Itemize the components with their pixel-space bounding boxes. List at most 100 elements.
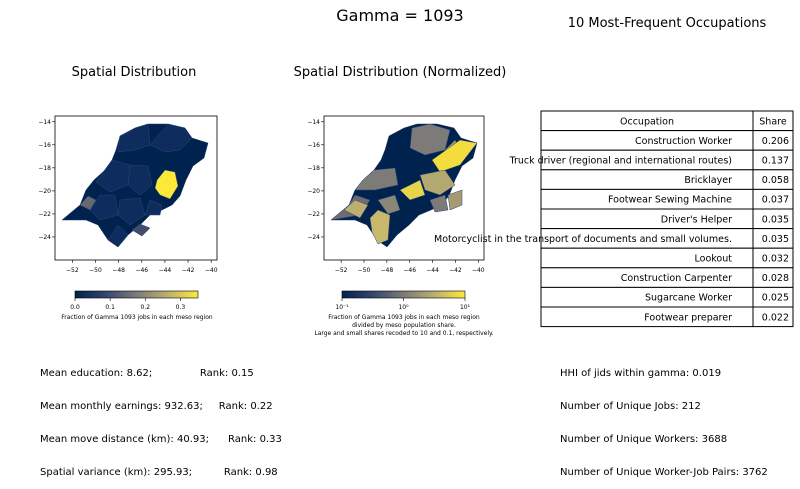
right-map-frame bbox=[323, 115, 485, 261]
stats-left: Mean education: 8.62; Rank: 0.15 Mean mo… bbox=[40, 346, 282, 489]
y-tick-label: −24 bbox=[307, 234, 320, 241]
x-tick-label: −40 bbox=[205, 267, 218, 274]
table-occupation-label: Sugarcane Worker bbox=[645, 293, 732, 304]
y-tick-label: −20 bbox=[38, 188, 51, 195]
left-map-title: Spatial Distribution bbox=[71, 65, 197, 80]
left-map-plot: −52 −50 −48 −46 −44 −42 −40 −14 −16 −18 −20 −22 −24… bbox=[38, 115, 218, 321]
table-occupation-label: Bricklayer bbox=[684, 175, 732, 186]
colorbar-tick-label: 10¹ bbox=[460, 304, 471, 311]
x-tick-label: −42 bbox=[182, 267, 195, 274]
region-highlight bbox=[154, 169, 179, 200]
x-tick-label: −50 bbox=[89, 267, 102, 274]
table-occupation-label: Construction Worker bbox=[635, 136, 732, 147]
stat-spatial-variance: Spatial variance (km): 295.93; Rank: 0.9… bbox=[40, 467, 278, 478]
region-grey-4 bbox=[377, 194, 401, 215]
x-tick-label: −46 bbox=[403, 267, 416, 274]
region-tan-4 bbox=[419, 169, 456, 196]
right-colorbar-label-1: Fraction of Gamma 1093 jobs in each meso… bbox=[328, 314, 480, 321]
left-map-regions bbox=[61, 123, 209, 248]
x-tick-label: −48 bbox=[112, 267, 125, 274]
table-share-value: 0.058 bbox=[762, 175, 789, 186]
y-tick-label: −22 bbox=[307, 211, 320, 218]
region-yellow-1 bbox=[431, 139, 478, 173]
stats-right: HHI of jids within gamma: 0.019 Number o… bbox=[560, 346, 768, 489]
y-tick-label: −20 bbox=[307, 188, 320, 195]
right-map-title: Spatial Distribution (Normalized) bbox=[293, 65, 507, 80]
table-header-occupation: Occupation bbox=[620, 116, 674, 127]
left-map-x-ticks: −52 −50 −48 −46 −44 −42 −40 bbox=[66, 260, 218, 274]
region-5 bbox=[89, 194, 119, 221]
x-tick-label: −40 bbox=[472, 267, 485, 274]
x-tick-label: −44 bbox=[426, 267, 439, 274]
y-tick-label: −18 bbox=[38, 165, 51, 172]
region-8 bbox=[107, 224, 129, 248]
stat-hhi: HHI of jids within gamma: 0.019 bbox=[560, 368, 722, 379]
colorbar-tick-label: 10⁰ bbox=[398, 304, 409, 311]
left-map-frame bbox=[54, 115, 218, 261]
occupation-table: Occupation Share Construction Worker 0.206 T… bbox=[434, 110, 794, 328]
table-share-value: 0.206 bbox=[762, 136, 789, 147]
right-map-x-ticks: −52 −50 −48 −46 −44 −42 −40 bbox=[335, 260, 485, 274]
right-map-regions bbox=[330, 123, 478, 248]
region-tan-3 bbox=[369, 209, 391, 245]
y-tick-label: −18 bbox=[307, 165, 320, 172]
table-cell bbox=[752, 306, 794, 328]
table-share-value: 0.035 bbox=[762, 234, 789, 245]
region-grey bbox=[79, 195, 97, 211]
y-tick-label: −22 bbox=[38, 211, 51, 218]
table-occupation-label: Footwear preparer bbox=[644, 312, 732, 323]
right-map-y-ticks: −14 −16 −18 −20 −22 −24 bbox=[307, 119, 324, 241]
table-share-value: 0.025 bbox=[762, 293, 789, 304]
colorbar-tick-label: 0.0 bbox=[70, 304, 80, 311]
table-occupation-label: Motorcyclist in the transport of documen… bbox=[434, 234, 732, 245]
table-share-value: 0.032 bbox=[762, 254, 789, 265]
left-colorbar-ticks: 0.0 0.1 0.2 0.3 bbox=[70, 298, 185, 311]
region-tan-5 bbox=[447, 189, 463, 211]
region-2 bbox=[149, 123, 193, 153]
colorbar-tick-label: 0.2 bbox=[141, 304, 151, 311]
y-tick-label: −14 bbox=[307, 119, 320, 126]
y-tick-label: −14 bbox=[38, 119, 51, 126]
y-tick-label: −24 bbox=[38, 234, 51, 241]
figure-title: Gamma = 1093 bbox=[336, 6, 464, 25]
region-6 bbox=[117, 197, 146, 226]
x-tick-label: −44 bbox=[159, 267, 172, 274]
table-share-value: 0.022 bbox=[762, 312, 789, 323]
x-tick-label: −46 bbox=[135, 267, 148, 274]
table-share-value: 0.037 bbox=[762, 195, 789, 206]
region-tan-2 bbox=[343, 199, 369, 219]
table-title: 10 Most-Frequent Occupations bbox=[567, 16, 767, 31]
left-colorbar bbox=[74, 290, 199, 299]
x-tick-label: −52 bbox=[66, 267, 79, 274]
right-colorbar-label-2: divided by meso population share. bbox=[352, 322, 456, 329]
table-occupation-label: Truck driver (regional and international… bbox=[509, 156, 732, 167]
table-occupation-label: Footwear Sewing Machine bbox=[608, 195, 732, 206]
y-tick-label: −16 bbox=[307, 142, 320, 149]
table-share-value: 0.035 bbox=[762, 214, 789, 225]
stat-unique-workers: Number of Unique Workers: 3688 bbox=[560, 434, 728, 445]
table-header-share: Share bbox=[759, 116, 787, 127]
region-7 bbox=[144, 199, 163, 216]
colorbar-tick-label: 0.1 bbox=[105, 304, 115, 311]
table-occupation-label: Lookout bbox=[695, 254, 733, 265]
region-grey-5 bbox=[429, 194, 449, 213]
left-map-y-ticks: −14 −16 −18 −20 −22 −24 bbox=[38, 119, 55, 241]
x-tick-label: −50 bbox=[358, 267, 371, 274]
colorbar-tick-label: 10⁻¹ bbox=[335, 304, 349, 311]
table-occupation-label: Driver's Helper bbox=[661, 214, 732, 225]
region-grey-2 bbox=[354, 167, 399, 191]
stat-unique-pairs: Number of Unique Worker-Job Pairs: 3762 bbox=[560, 467, 768, 478]
left-colorbar-label: Fraction of Gamma 1093 jobs in each meso… bbox=[61, 314, 213, 321]
region-mid-blue bbox=[131, 223, 151, 237]
region-yellow-2 bbox=[399, 179, 426, 201]
y-tick-label: −16 bbox=[38, 142, 51, 149]
x-tick-label: −42 bbox=[449, 267, 462, 274]
table-share-value: 0.028 bbox=[762, 273, 789, 284]
region-4 bbox=[127, 164, 153, 196]
colorbar-tick-label: 0.3 bbox=[176, 304, 186, 311]
x-tick-label: −52 bbox=[335, 267, 348, 274]
stat-earnings: Mean monthly earnings: 932.63; Rank: 0.2… bbox=[40, 401, 273, 412]
right-map-plot: −52 −50 −48 −46 −44 −42 −40 −14 −16 −18 −20 −22 −24… bbox=[307, 115, 494, 337]
table-occupation-label: Construction Carpenter bbox=[621, 273, 732, 284]
right-colorbar-ticks: 10⁻¹ 10⁰ 10¹ bbox=[335, 298, 471, 311]
